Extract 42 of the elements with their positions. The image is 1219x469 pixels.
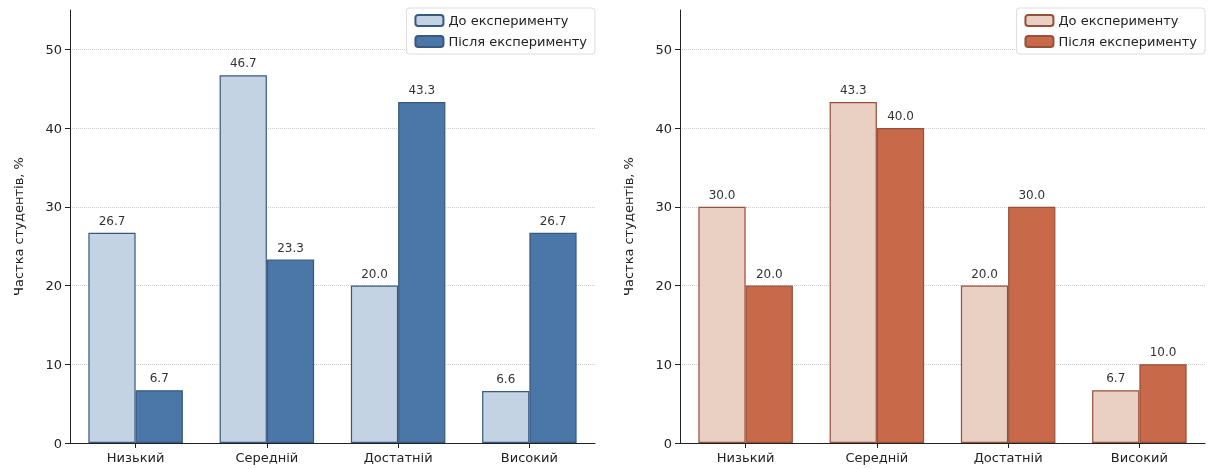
y-tick-label: 0: [663, 435, 672, 451]
y-tick-label: 10: [655, 356, 672, 372]
data-label: 46.7: [229, 56, 257, 71]
data-label: 43.3: [408, 83, 436, 98]
legend-label: Після експерименту: [448, 34, 588, 49]
data-label: 30.0: [1018, 187, 1046, 202]
y-tick-label: 30: [655, 199, 672, 215]
y-tick-label: 0: [53, 435, 62, 451]
y-tick-label: 10: [45, 356, 62, 372]
y-tick-label: 50: [655, 41, 672, 57]
data-label: 6.7: [149, 371, 169, 386]
data-label: 20.0: [971, 266, 998, 281]
legend-label: Після експерименту: [1058, 34, 1198, 49]
x-tick-label: Низький: [716, 450, 775, 465]
data-label: 26.7: [98, 213, 126, 228]
data-label: 43.3: [839, 83, 867, 98]
data-label: 20.0: [361, 266, 388, 281]
legend-label: До експерименту: [1058, 13, 1179, 28]
y-tick-label: 20: [655, 278, 672, 294]
y-tick-label: 40: [45, 120, 62, 136]
data-label: 6.7: [1106, 371, 1126, 386]
data-label: 26.7: [539, 213, 567, 228]
data-label: 40.0: [887, 109, 914, 124]
x-tick-label: Високий: [500, 450, 558, 465]
y-tick-label: 50: [45, 41, 62, 57]
x-tick-label: Середній: [845, 450, 909, 465]
y-tick-label: 20: [45, 278, 62, 294]
data-label: 6.6: [496, 372, 516, 387]
data-label: 30.0: [708, 187, 736, 202]
data-label: 20.0: [755, 266, 783, 281]
x-tick-label: Низький: [106, 450, 165, 465]
x-tick-label: Достатній: [363, 450, 433, 465]
y-axis-title: Частка студентів, %: [11, 157, 26, 296]
y-tick-label: 40: [655, 120, 672, 136]
data-label: 23.3: [277, 240, 304, 255]
y-tick-label: 30: [45, 199, 62, 215]
data-label: 10.0: [1149, 345, 1177, 360]
x-tick-label: Середній: [235, 450, 299, 465]
legend-label: До експерименту: [448, 13, 569, 28]
x-tick-label: Високий: [1110, 450, 1168, 465]
y-axis-title: Частка студентів, %: [621, 157, 636, 296]
x-tick-label: Достатній: [973, 450, 1043, 465]
